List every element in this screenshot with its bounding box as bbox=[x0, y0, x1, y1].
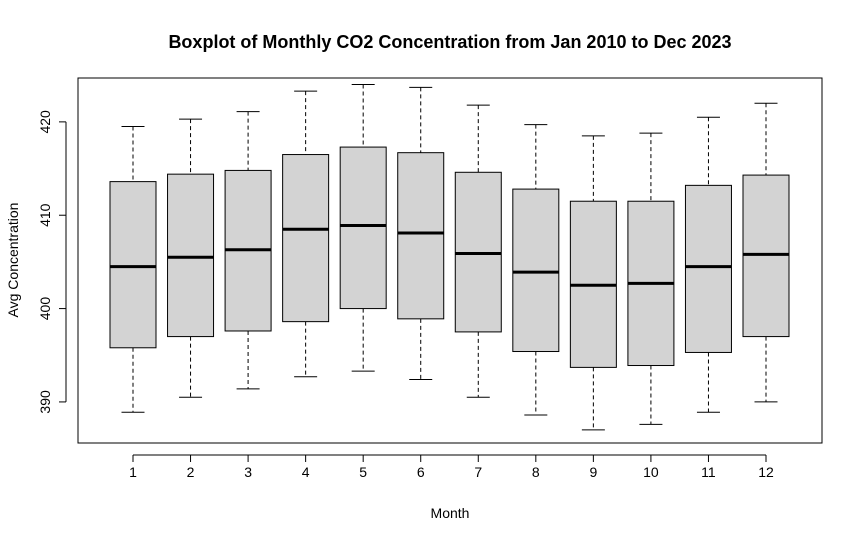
chart-title: Boxplot of Monthly CO2 Concentration fro… bbox=[168, 32, 731, 52]
box-month-8-iqr-box bbox=[512, 188, 560, 353]
box-month-6-iqr-box bbox=[397, 152, 445, 320]
x-tick-label-3: 3 bbox=[244, 464, 252, 480]
x-tick-label-7: 7 bbox=[474, 464, 482, 480]
x-tick-label-6: 6 bbox=[417, 464, 425, 480]
box-month-7 bbox=[454, 104, 502, 398]
x-tick-label-11: 11 bbox=[701, 464, 716, 480]
box-month-12 bbox=[742, 102, 790, 403]
boxes-group bbox=[109, 84, 790, 431]
x-tick-label-1: 1 bbox=[129, 464, 137, 480]
box-month-2-iqr-box bbox=[167, 173, 215, 338]
x-tick-label-9: 9 bbox=[589, 464, 597, 480]
x-tick-label-8: 8 bbox=[532, 464, 540, 480]
box-month-4 bbox=[282, 90, 330, 378]
box-month-5-iqr-box bbox=[339, 146, 387, 310]
plot-frame bbox=[77, 77, 823, 444]
x-tick-label-4: 4 bbox=[302, 464, 310, 480]
box-month-11-iqr-box bbox=[684, 184, 732, 353]
y-tick-label-410: 410 bbox=[37, 203, 53, 227]
box-month-1-iqr-box bbox=[109, 181, 157, 349]
y-tick-label-420: 420 bbox=[37, 110, 53, 134]
x-tick-label-2: 2 bbox=[187, 464, 195, 480]
y-axis: 390 400 410 420 bbox=[37, 110, 67, 414]
box-month-10 bbox=[627, 132, 675, 425]
y-axis-label: Avg Concentration bbox=[5, 203, 21, 318]
y-tick-label-390: 390 bbox=[37, 390, 53, 414]
x-tick-label-12: 12 bbox=[758, 464, 774, 480]
y-tick-label-400: 400 bbox=[37, 297, 53, 321]
box-month-3 bbox=[224, 111, 272, 390]
box-month-4-iqr-box bbox=[282, 154, 330, 323]
box-month-6 bbox=[397, 86, 445, 381]
x-axis-label: Month bbox=[431, 505, 470, 521]
x-tick-label-5: 5 bbox=[359, 464, 367, 480]
box-month-11 bbox=[684, 116, 732, 413]
box-month-9 bbox=[569, 135, 617, 431]
box-month-1 bbox=[109, 126, 157, 413]
x-axis: 1 2 3 4 5 6 7 8 9 10 11 12 bbox=[129, 454, 774, 480]
box-month-8 bbox=[512, 124, 560, 416]
box-month-5 bbox=[339, 84, 387, 372]
box-month-2 bbox=[167, 118, 215, 398]
x-tick-label-10: 10 bbox=[643, 464, 659, 480]
